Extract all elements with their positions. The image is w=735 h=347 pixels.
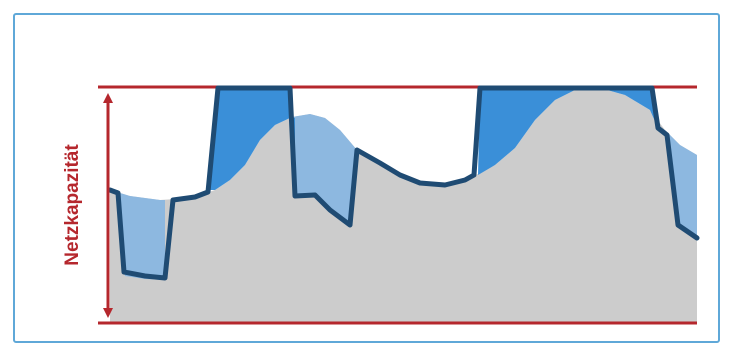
flexibility-area-3	[665, 130, 697, 238]
flexibility-area-2	[292, 114, 357, 225]
demand-area	[110, 88, 697, 323]
load-line	[107, 85, 700, 281]
overflow-area-2	[478, 88, 658, 175]
overflow-area-1	[210, 88, 295, 198]
capacity-axis-label: Netzkapazität	[62, 144, 83, 266]
